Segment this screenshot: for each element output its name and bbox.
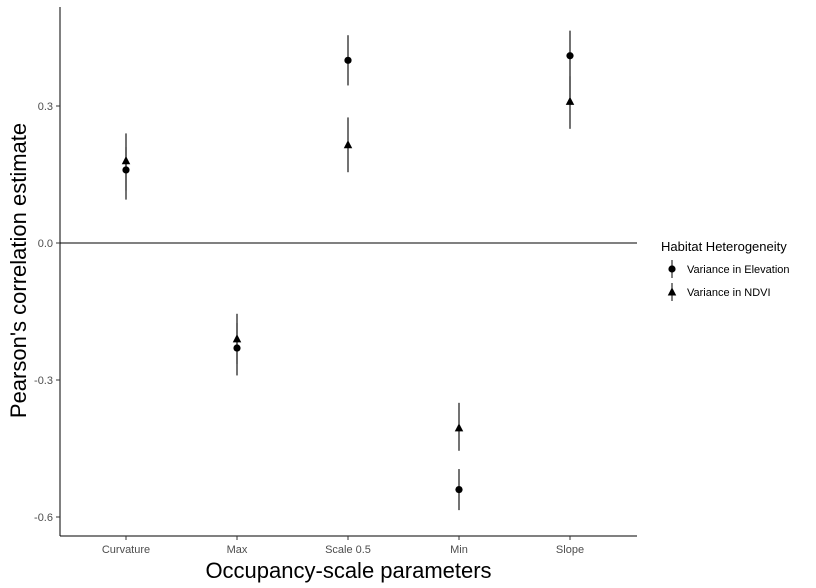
legend: Habitat Heterogeneity Variance in Elevat… [661,239,790,301]
series-ndvi [121,76,575,451]
data-point-circle [344,56,352,64]
legend-items: Variance in Elevation Variance in NDVI [667,260,790,301]
data-point-triangle [565,96,575,105]
x-axis-ticks: Curvature Max Scale 0.5 Min Slope [102,536,584,556]
y-tick-label: -0.3 [34,375,53,387]
legend-label: Variance in NDVI [687,287,771,299]
legend-item: Variance in Elevation [668,260,790,278]
legend-item: Variance in NDVI [667,283,771,301]
y-axis-ticks: -0.6 -0.3 0.0 0.3 [34,101,60,524]
y-tick-label: 0.0 [38,238,53,250]
legend-triangle-marker [667,287,677,296]
x-tick-label: Scale 0.5 [325,544,371,556]
data-point-triangle [454,423,464,432]
plot-marks [121,30,575,511]
x-tick-label: Max [227,544,248,556]
legend-label: Variance in Elevation [687,264,790,276]
legend-title: Habitat Heterogeneity [661,239,787,254]
x-axis-title: Occupancy-scale parameters [205,558,491,583]
data-point-circle [455,486,463,494]
x-tick-label: Min [450,544,468,556]
y-tick-label: 0.3 [38,101,53,113]
y-tick-label: -0.6 [34,512,53,524]
data-point-triangle [232,334,242,343]
y-axis-title: Pearson's correlation estimate [6,123,31,418]
data-point-triangle [121,156,131,165]
data-point-circle [566,52,574,60]
data-point-triangle [343,140,353,149]
x-tick-label: Curvature [102,544,150,556]
series-elevation [122,30,574,511]
legend-circle-marker [668,265,676,273]
x-tick-label: Slope [556,544,584,556]
